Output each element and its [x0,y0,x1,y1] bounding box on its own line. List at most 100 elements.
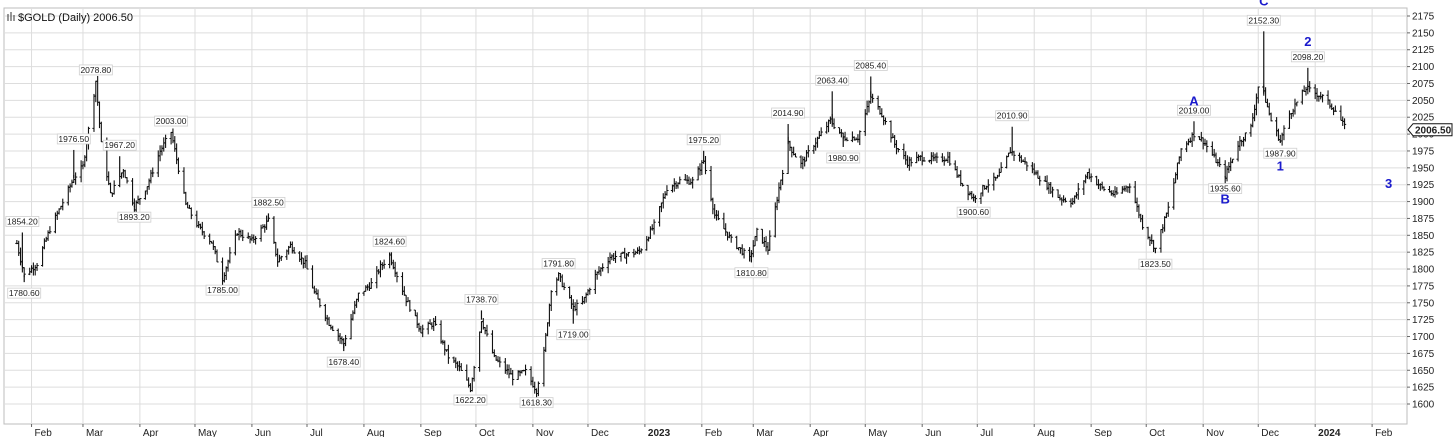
y-tick-label: 1925 [1412,180,1435,191]
price-bar [279,255,283,261]
price-bar [1243,132,1247,142]
y-tick-label: 1875 [1412,214,1435,225]
price-annotation: 2003.00 [154,115,189,127]
x-tick-label: Sep [1094,428,1112,437]
price-annotation-box [734,267,769,279]
y-axis: 1600 1625 1650 1675 1700 1725 1750 1775 1800 1825… [1407,12,1435,411]
price-annotation-text: 1900.60 [958,207,989,217]
last-price-box [1407,123,1453,137]
price-bar [549,290,553,311]
wave-label: C [1259,0,1269,8]
price-annotation-box [464,294,499,305]
price-annotation: 1785.00 [205,284,240,296]
price-bar [858,130,862,146]
x-tick-label: Feb [1375,428,1393,437]
price-annotation-text: 1854.20 [7,216,38,226]
x-axis: Feb Mar Apr May Jun Jul Aug Sep Oct Nov Dec 2023 Feb… [31,424,1393,437]
price-annotation-box [102,139,137,151]
price-annotation-box [956,206,991,218]
x-tick-label: Aug [1037,428,1055,437]
wave-label: 2 [1304,34,1311,49]
wave-label: 1 [1277,158,1284,173]
price-bar [421,324,425,338]
price-annotation-text: 2019.00 [1179,105,1210,115]
price-annotation: 1900.60 [956,206,991,218]
price-annotation: 1823.50 [1138,258,1173,270]
price-annotation-text: 2152.30 [1248,15,1279,25]
price-annotation-box [686,134,721,146]
price-bar [125,177,129,184]
wave-label: B [1221,192,1230,207]
price-annotation-box [1177,104,1211,116]
price-bar [176,157,181,175]
price-bar [35,262,39,271]
y-tick-label: 1800 [1412,265,1435,276]
price-annotation: 2098.20 [1290,51,1325,63]
price-bar [819,127,823,137]
price-bar [1295,101,1299,107]
x-tick-label: Sep [424,428,442,437]
price-annotation-text: 1780.60 [9,288,40,298]
price-annotation-box [1246,14,1281,26]
price-annotations: 1854.20 1780.60 1976.50 2078.80 1967.20 1893.… [5,14,1325,409]
price-bar [639,248,643,254]
price-annotation: 2063.40 [815,74,850,86]
price-bar [433,316,438,326]
price-bar [318,298,322,308]
price-annotation-text: 1738.70 [466,294,497,304]
plot-frame [3,7,1408,425]
price-bar [74,172,78,185]
price-bar [588,287,592,295]
price-bar [523,364,528,376]
y-tick-label: 1850 [1412,231,1435,242]
price-bar [871,93,875,103]
x-tick-label: Jul [310,428,323,437]
price-bars [15,31,1347,398]
price-bar [498,356,502,368]
price-bar [1192,133,1196,142]
price-bar [1115,187,1119,195]
price-bar [536,381,540,397]
price-annotation-box [5,216,40,227]
price-bar [948,151,952,166]
y-tick-label: 1825 [1412,248,1435,259]
y-tick-label: 1950 [1412,163,1435,174]
price-bar [601,263,605,272]
price-annotation-text: 2098.20 [1292,52,1323,62]
price-annotation-box [853,60,888,71]
price-annotation: 1824.60 [372,236,407,247]
price-bar [742,248,746,259]
price-annotation: 2152.30 [1246,14,1281,26]
price-annotation-text: 2085.40 [855,60,886,70]
price-bar [781,169,785,186]
price-annotation-box [519,397,554,409]
price-annotation: 1975.20 [686,134,721,146]
price-bar [652,219,656,235]
price-annotation-text: 1618.30 [521,398,552,408]
x-tick-label: Aug [367,428,385,437]
price-annotation: 1987.90 [1263,147,1298,159]
y-tick-label: 1775 [1412,281,1435,292]
price-bar [1179,148,1183,162]
chart-bars-icon [7,12,15,21]
price-bar [395,271,399,283]
price-bar [202,230,206,240]
price-bar [369,278,373,289]
price-bar [1076,183,1080,200]
y-tick-label: 2150 [1412,28,1435,39]
price-bar [1333,105,1337,112]
x-tick-label: 2023 [648,428,671,437]
price-annotation-text: 2010.90 [997,111,1028,121]
price-annotation-text: 1976.50 [58,134,89,144]
y-tick-label: 1650 [1412,366,1435,377]
price-annotation-text: 1824.60 [374,236,405,246]
price-bar [626,252,630,257]
price-bar [1218,157,1222,168]
price-bar [459,363,463,371]
x-tick-label: Nov [536,428,554,437]
price-annotation: 1980.90 [826,152,861,164]
y-tick-label: 1700 [1412,332,1435,343]
price-annotation-text: 1622.20 [455,395,486,405]
price-annotation-text: 1678.40 [328,357,359,367]
